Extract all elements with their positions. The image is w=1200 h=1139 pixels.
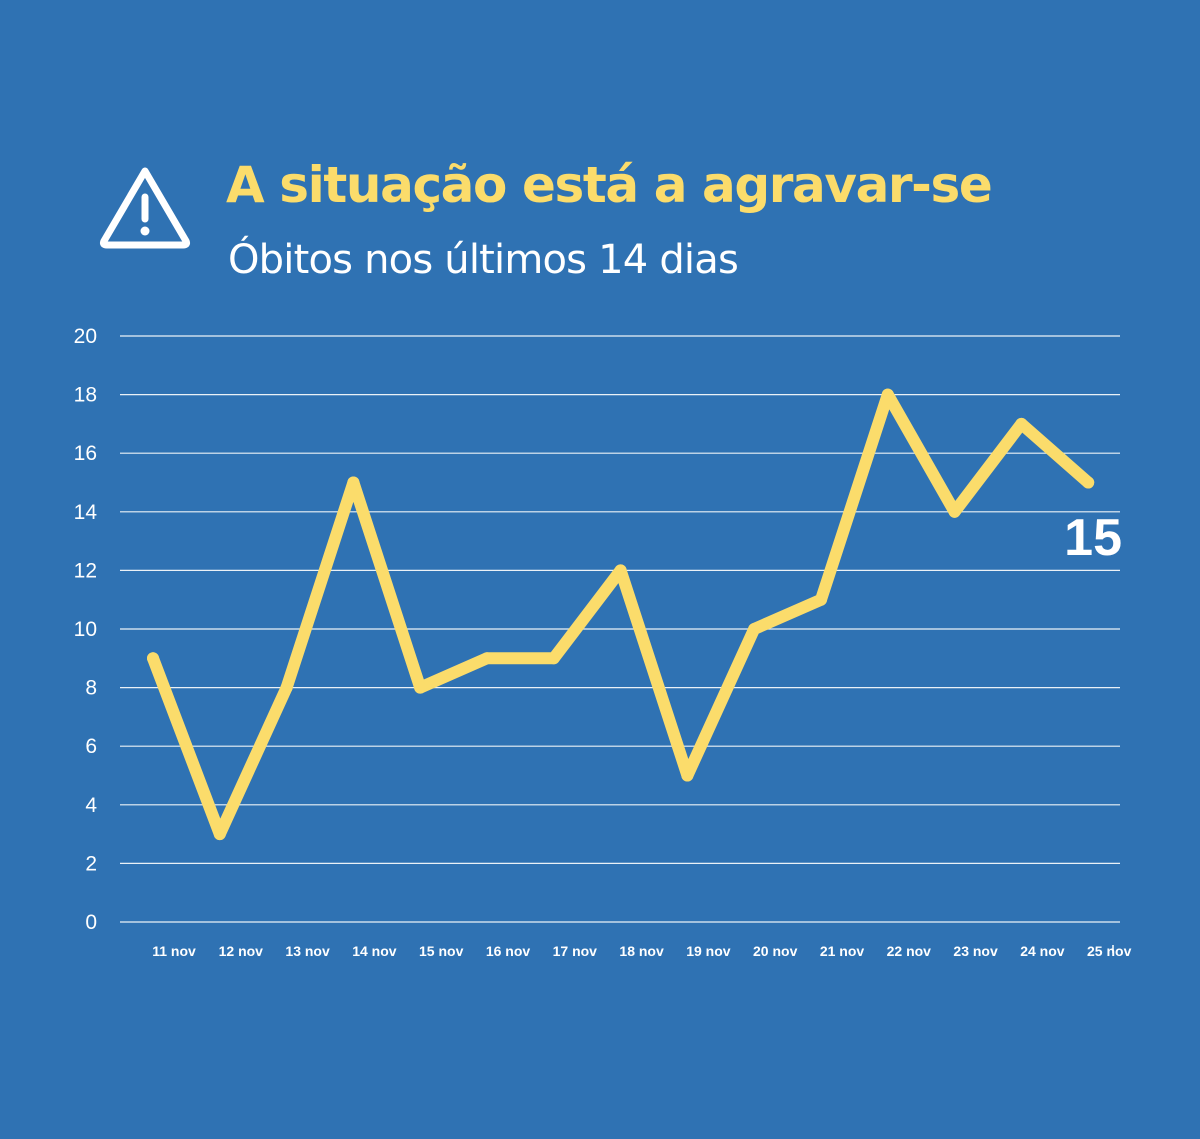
x-tick-label: 12 nov: [219, 943, 264, 959]
data-point: [614, 564, 627, 577]
x-tick-label: 25 nov: [1087, 943, 1132, 959]
x-tick-label: 11 nov: [152, 943, 196, 959]
data-point: [948, 505, 961, 518]
y-tick-label: 10: [74, 618, 97, 641]
y-tick-label: 16: [74, 442, 97, 465]
data-point: [213, 828, 226, 841]
y-tick-label: 18: [74, 384, 97, 407]
data-point: [748, 623, 761, 635]
data-point: [1082, 476, 1095, 489]
x-tick-label: 18 nov: [619, 943, 664, 959]
x-tick-label: 22 nov: [887, 943, 932, 959]
data-point: [147, 652, 159, 665]
data-point: [547, 652, 560, 665]
data-point: [881, 388, 894, 401]
gridlines: [120, 335, 1120, 923]
x-tick-label: 20 nov: [753, 943, 798, 959]
series-line: [147, 388, 1095, 841]
data-point: [815, 593, 827, 606]
y-axis-tick-labels: 0 2 4 6 8 10 12 14 16 18 20: [74, 325, 98, 934]
x-axis-tick-labels: 11 nov 12 nov 13 nov 14 nov 15 nov 16 nov 17 n…: [152, 943, 1131, 959]
y-tick-label: 0: [85, 911, 97, 934]
x-tick-label: 16 nov: [486, 943, 531, 959]
x-tick-label: 23 nov: [953, 943, 998, 959]
series-layer: [147, 388, 1095, 841]
data-point: [1015, 417, 1028, 430]
y-tick-label: 4: [85, 794, 97, 817]
data-point: [481, 652, 493, 665]
data-point: [347, 476, 360, 489]
data-point: [681, 769, 694, 782]
y-tick-label: 12: [74, 559, 97, 582]
x-tick-label: 14 nov: [352, 943, 397, 959]
x-tick-label: 21 nov: [820, 943, 865, 959]
x-tick-label: 15 nov: [419, 943, 464, 959]
y-tick-label: 6: [85, 735, 97, 758]
y-tick-label: 2: [85, 852, 97, 875]
x-tick-label: 17 nov: [553, 943, 598, 959]
warning-triangle-icon: [99, 167, 191, 249]
end-value-label: 15: [1064, 509, 1122, 567]
x-tick-label: 24 nov: [1020, 943, 1065, 959]
data-point: [280, 681, 293, 694]
y-tick-label: 8: [85, 677, 97, 700]
x-tick-label: 13 nov: [285, 943, 330, 959]
y-tick-label: 20: [74, 325, 97, 348]
data-point: [414, 681, 427, 694]
x-tick-label: 19 nov: [686, 943, 731, 959]
data-labels: 15: [1064, 509, 1122, 567]
chart-title: A situação está a agravar-se: [226, 156, 993, 214]
chart-subtitle: Óbitos nos últimos 14 dias: [228, 237, 739, 283]
y-tick-label: 14: [74, 501, 98, 524]
